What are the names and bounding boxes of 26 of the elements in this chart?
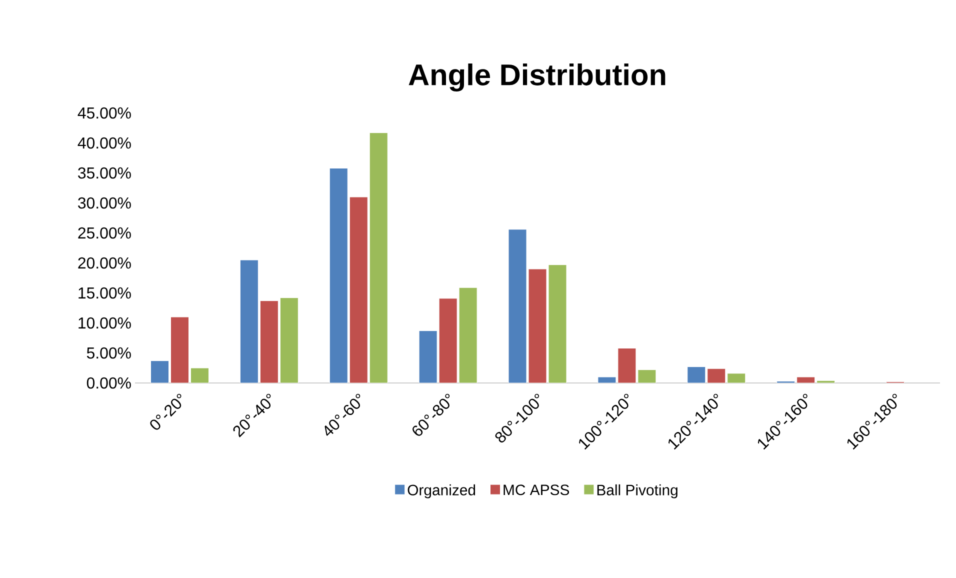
legend-label: Organized: [408, 484, 476, 498]
y-tick-label: 40.00%: [78, 137, 131, 149]
y-tick-label: 15.00%: [78, 287, 131, 299]
bar: [329, 168, 348, 383]
bar: [458, 287, 478, 383]
y-tick-label: 20.00%: [78, 257, 131, 269]
bar: [240, 260, 258, 383]
bar: [548, 264, 567, 383]
y-tick-label: 35.00%: [78, 167, 131, 179]
bar: [369, 132, 388, 383]
chart-title: Angle Distribution: [408, 64, 666, 92]
bar: [727, 373, 746, 383]
y-tick-label: 45.00%: [78, 107, 131, 119]
y-tick-label: 25.00%: [78, 227, 131, 239]
bar: [150, 360, 169, 383]
bar: [190, 368, 209, 383]
bar: [280, 298, 298, 383]
y-tick-label: 5.00%: [86, 347, 131, 359]
bar: [418, 330, 438, 383]
y-tick-label: 30.00%: [78, 197, 131, 209]
bar: [508, 229, 527, 383]
legend-label: Ball Pivoting: [597, 484, 678, 498]
y-tick-label: 0.00%: [86, 377, 131, 389]
y-tick-label: 10.00%: [78, 317, 131, 329]
legend-label: MC APSS: [504, 484, 570, 496]
bar: [687, 366, 706, 383]
